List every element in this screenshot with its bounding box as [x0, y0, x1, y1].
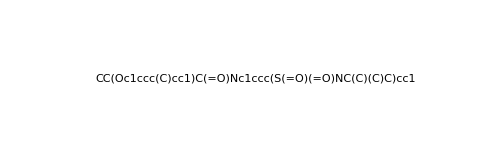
Text: CC(Oc1ccc(C)cc1)C(=O)Nc1ccc(S(=O)(=O)NC(C)(C)C)cc1: CC(Oc1ccc(C)cc1)C(=O)Nc1ccc(S(=O)(=O)NC(… — [95, 74, 416, 84]
